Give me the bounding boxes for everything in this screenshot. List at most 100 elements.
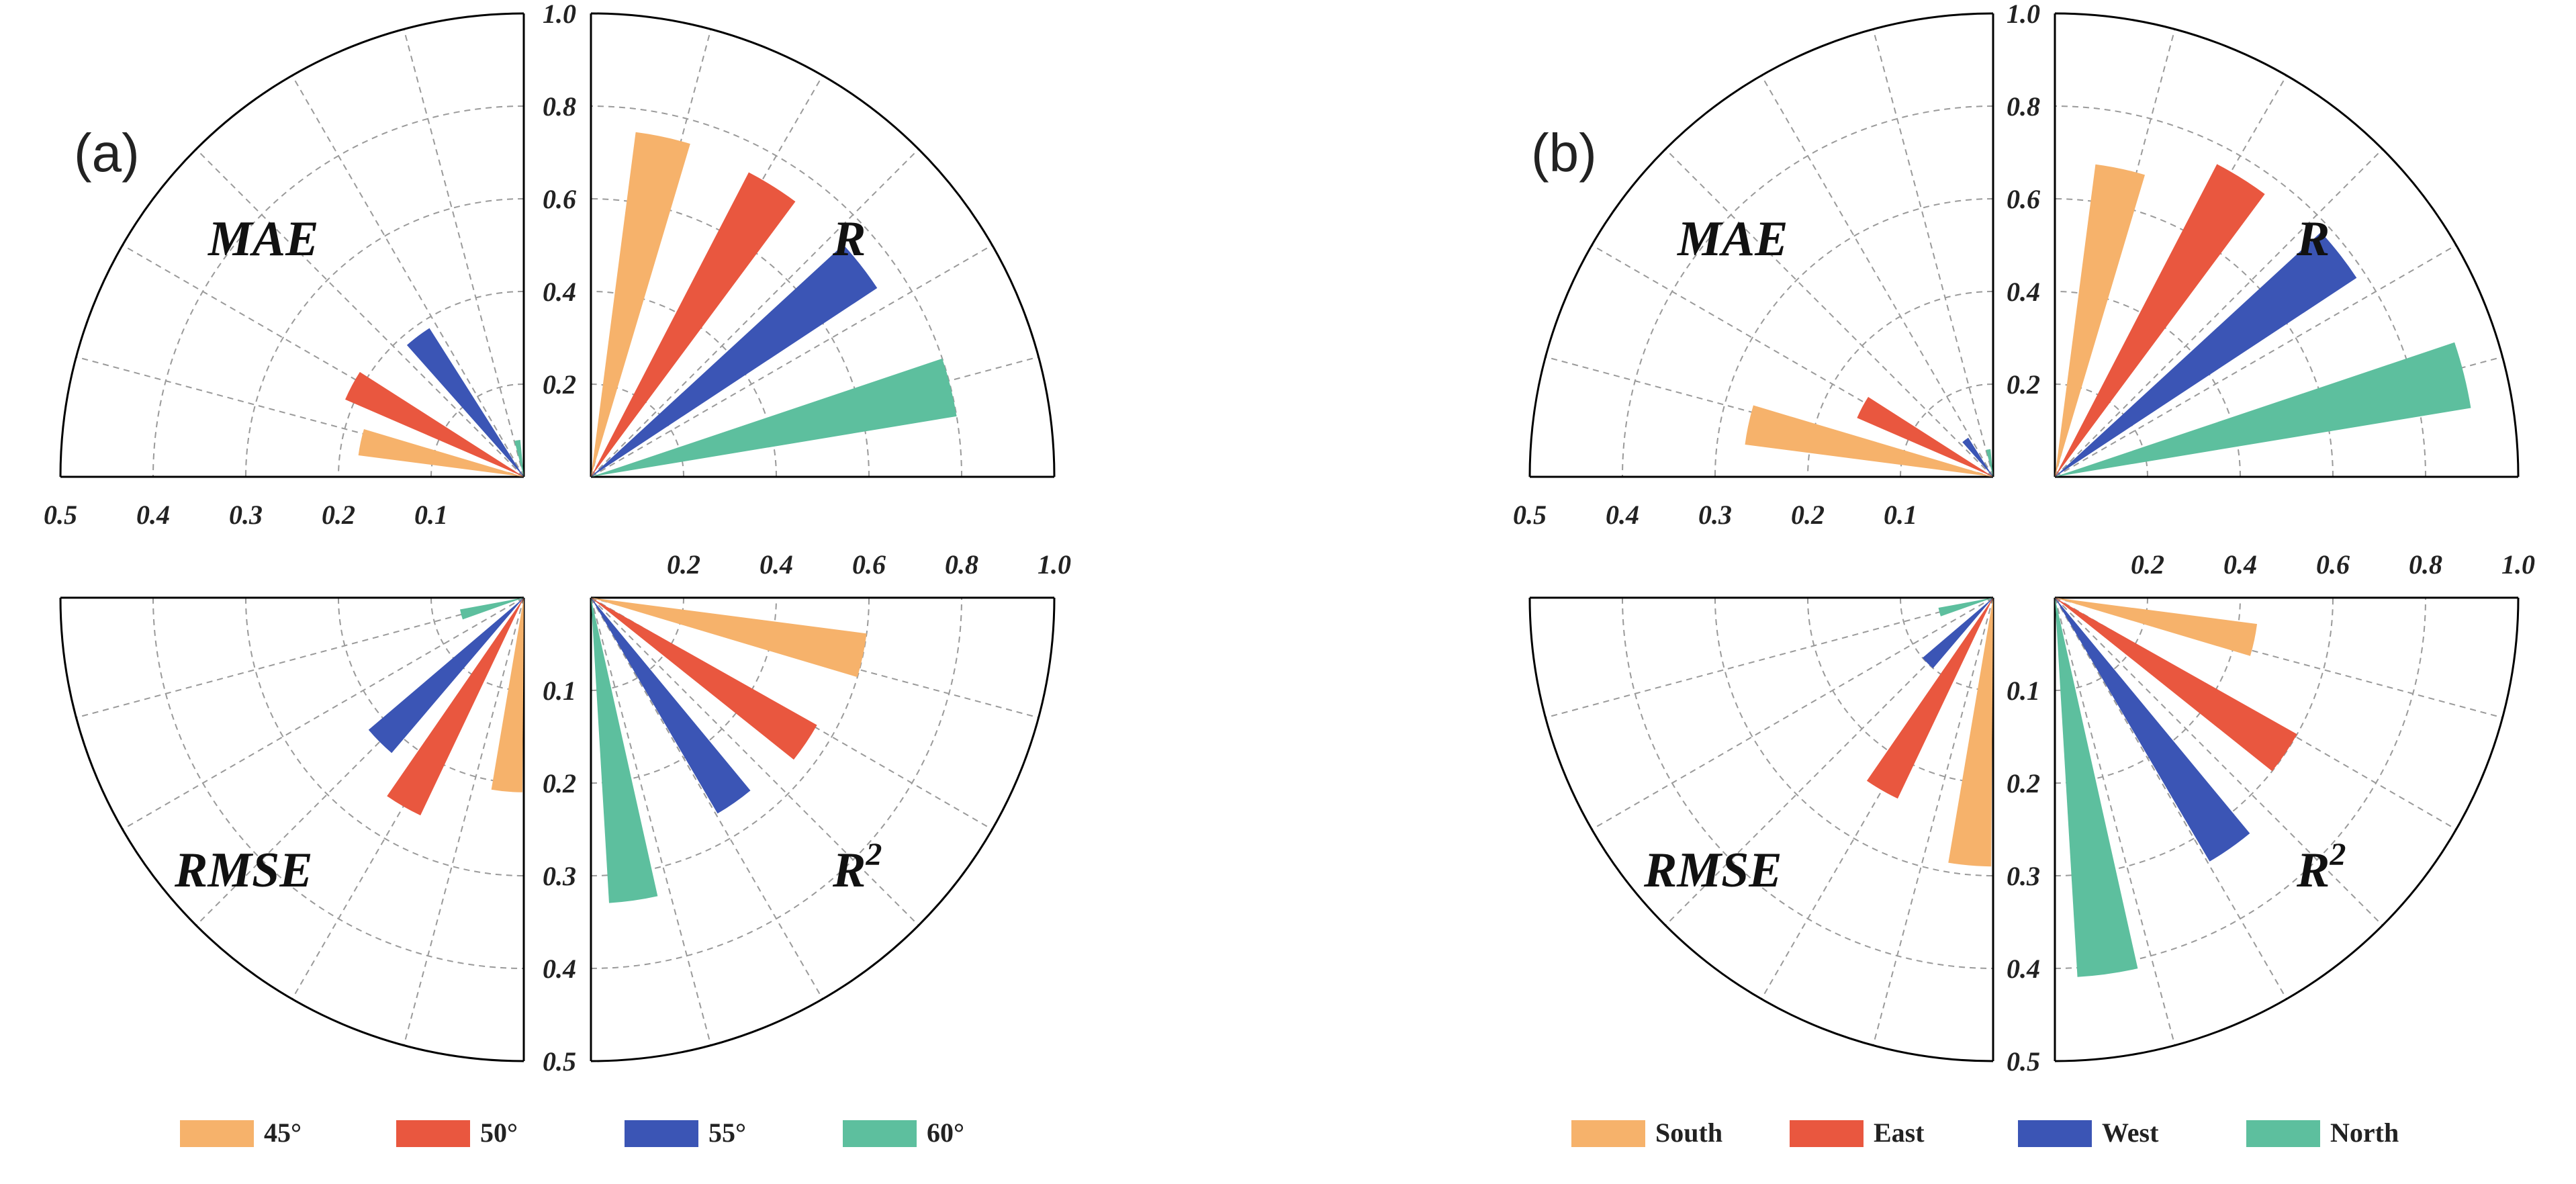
quadrant-label-text: R: [832, 212, 866, 267]
tick-label: 0.6: [2316, 549, 2350, 580]
outer-arc: [1528, 597, 1994, 1062]
grid-arc: [1714, 198, 1994, 477]
tick-label: 0.3: [2007, 861, 2040, 891]
tick-label: 0.4: [543, 954, 576, 984]
quadrant-label-text: R: [2296, 212, 2330, 267]
legend-swatch: [1790, 1120, 1864, 1147]
outer-arc: [590, 12, 1056, 477]
bar-r-0: [2055, 164, 2146, 477]
quadrant-label-superscript: 2: [865, 837, 882, 872]
quadrant-rmse: 0.1 0.2 0.3 0.4 0.5 RMSE: [1528, 596, 2040, 1077]
grid-spoke: [590, 148, 919, 477]
grid-spoke: [76, 597, 524, 719]
quadrant-r: 1.0 0.8 0.6 0.4 0.2 R: [2007, 0, 2520, 478]
legend-label: West: [2102, 1118, 2159, 1148]
panel-a: (a) 0.5 0.4 0.3 0.2 0.1 MAE 1.0 0.8 0.6 0.4 0.2 R 0.1…: [44, 0, 1071, 1148]
tick-label: 0.5: [44, 500, 77, 530]
tick-label: 0.8: [945, 549, 978, 580]
panel-label: (a): [74, 123, 140, 183]
tick-label: 1.0: [1038, 549, 1071, 580]
tick-label: 0.6: [2007, 184, 2040, 214]
bar-r2-0: [2055, 598, 2258, 656]
outer-arc: [2054, 597, 2520, 1062]
legend-label: 60°: [927, 1118, 964, 1148]
bar-r2-3: [2055, 598, 2138, 977]
tick-label: 0.3: [229, 500, 263, 530]
grid-arc: [245, 597, 524, 876]
bar-rmse-2: [1922, 598, 1993, 669]
tick-label: 0.2: [543, 369, 576, 400]
outer-arc: [59, 12, 524, 477]
bar-rmse-0: [1948, 598, 1993, 867]
bar-r2-0: [591, 598, 867, 678]
grid-spoke: [590, 597, 823, 1000]
tick-label: 0.4: [760, 549, 793, 580]
grid-arc: [2054, 597, 2334, 876]
quadrant-label-text: MAE: [1677, 212, 1788, 267]
grid-spoke: [1545, 597, 1994, 719]
grid-spoke: [2054, 597, 2383, 926]
outer-arc: [2054, 12, 2520, 477]
grid-spoke: [1872, 597, 1994, 1046]
tick-label: 0.8: [2007, 91, 2040, 122]
tick-label: 0.4: [2223, 549, 2257, 580]
quadrant-mae: 0.5 0.4 0.3 0.2 0.1 MAE: [44, 12, 525, 530]
bar-r2-1: [2055, 598, 2297, 772]
bar-rmse-3: [459, 598, 524, 620]
bar-r-2: [2055, 232, 2357, 477]
panel-label: (b): [1531, 123, 1597, 183]
bar-mae-2: [1962, 437, 1993, 477]
tick-label: 0.6: [543, 184, 576, 214]
bar-mae-0: [358, 429, 524, 477]
tick-label: 0.2: [2007, 369, 2040, 400]
tick-label: 0.2: [322, 500, 355, 530]
tick-label: 0.5: [543, 1046, 576, 1077]
quadrant-label-mae: MAE: [208, 212, 319, 267]
quadrant-label-text: R: [832, 843, 866, 898]
grid-spoke: [1591, 597, 1994, 830]
bar-mae-0: [1745, 405, 1993, 477]
legend-swatch: [396, 1120, 470, 1147]
tick-label: 0.1: [543, 676, 576, 706]
legend-label: North: [2330, 1118, 2399, 1148]
grid-spoke: [291, 75, 524, 477]
grid-spoke: [1761, 75, 1994, 477]
tick-label: 0.1: [1884, 500, 1917, 530]
legend-swatch: [625, 1120, 698, 1147]
grid-spoke: [590, 597, 712, 1046]
tick-label: 0.2: [2007, 768, 2040, 799]
legend: 45° 50° 55° 60°: [180, 1118, 964, 1148]
tick-label: 0.2: [543, 768, 576, 799]
grid-arc: [1714, 597, 1994, 876]
legend: South East West North: [1571, 1118, 2399, 1148]
bar-mae-3: [1986, 449, 1993, 477]
quadrant-label-text: R: [2296, 843, 2330, 898]
grid-spoke: [2054, 597, 2287, 1000]
tick-label: 0.5: [1513, 500, 1547, 530]
outer-arc: [590, 597, 1056, 1062]
quadrant-label-text: RMSE: [174, 843, 313, 898]
legend-swatch: [180, 1120, 254, 1147]
panel-b: (b) 0.5 0.4 0.3 0.2 0.1 MAE 1.0 0.8 0.6 0.4 0.2 R 0.1…: [1513, 0, 2535, 1148]
quadrant-label-r2: R2: [2296, 837, 2346, 898]
grid-spoke: [1665, 148, 1994, 477]
quadrant-r2: 0.2 0.4 0.6 0.8 1.0 R2: [590, 549, 1071, 1062]
bar-r2-2: [2055, 598, 2250, 862]
quadrant-label-mae: MAE: [1677, 212, 1788, 267]
bar-r-1: [591, 172, 796, 477]
grid-spoke: [195, 148, 524, 477]
bar-mae-2: [406, 328, 524, 477]
outer-arc: [1528, 12, 1994, 477]
bar-mae-1: [1857, 397, 1993, 477]
tick-label: 0.6: [852, 549, 886, 580]
grid-spoke: [403, 29, 524, 477]
grid-spoke: [590, 244, 993, 477]
bar-rmse-0: [491, 598, 524, 792]
tick-label: 1.0: [2007, 0, 2040, 29]
bar-r2-1: [591, 598, 817, 760]
legend-label: 50°: [480, 1118, 518, 1148]
legend-label: South: [1655, 1118, 1722, 1148]
bar-r-0: [591, 132, 690, 477]
bar-rmse-3: [1938, 598, 1993, 617]
